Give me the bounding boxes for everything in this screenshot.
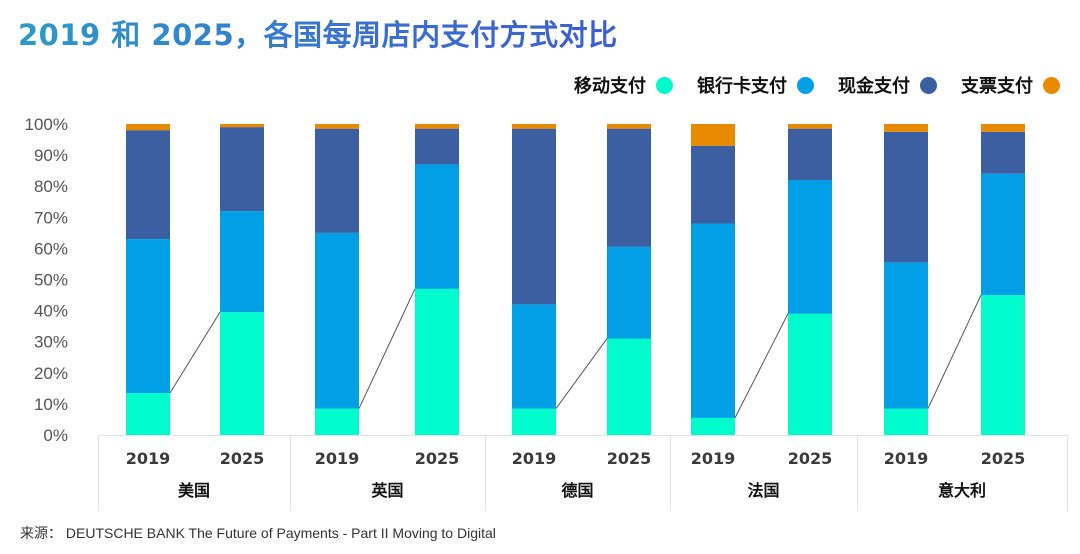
- x-group-label-country: 英国: [370, 481, 403, 500]
- connector-line: [555, 338, 608, 409]
- bar-segment-cheque: [220, 124, 264, 128]
- bar-segment-cheque: [884, 124, 928, 132]
- x-tick-label-year: 2019: [691, 449, 736, 468]
- x-tick-label-year: 2019: [315, 449, 360, 468]
- bar-segment-card: [691, 223, 735, 418]
- bar-segment-mobile: [884, 408, 928, 435]
- y-tick-label: 90%: [34, 146, 68, 165]
- y-tick-label: 10%: [34, 395, 68, 414]
- bar-segment-card: [512, 304, 556, 409]
- connector-line: [358, 288, 416, 409]
- x-group-label-country: 美国: [178, 481, 210, 500]
- bar-segment-cheque: [607, 124, 651, 129]
- legend-dot-cash-icon: [920, 76, 937, 94]
- bar-segment-card: [315, 232, 359, 409]
- bar-segment-card: [126, 239, 170, 394]
- bar-segment-card: [415, 164, 459, 289]
- bar-segment-cash: [415, 128, 459, 165]
- x-tick-label-year: 2019: [884, 449, 929, 468]
- y-tick-label: 100%: [25, 115, 68, 134]
- connector-line: [734, 313, 789, 419]
- bar-segment-cash: [512, 128, 556, 305]
- legend-item-mobile: 移动支付: [574, 72, 673, 98]
- bar-segment-card: [607, 246, 651, 339]
- bar-segment-cash: [220, 127, 264, 212]
- legend-label-mobile: 移动支付: [574, 76, 646, 97]
- legend-dot-cheque-icon: [1043, 76, 1060, 94]
- connector-line: [169, 311, 221, 394]
- y-tick-label: 30%: [34, 333, 68, 352]
- x-tick-label-year: 2025: [607, 449, 652, 468]
- bar-segment-mobile: [691, 417, 735, 435]
- x-tick-label-year: 2019: [126, 449, 171, 468]
- bar-segment-mobile: [220, 312, 264, 435]
- y-tick-label: 20%: [34, 364, 68, 383]
- x-group-label-country: 法国: [747, 481, 779, 500]
- chart-title: 2019 和 2025，各国每周店内支付方式对比: [18, 12, 618, 54]
- x-tick-label-year: 2025: [981, 449, 1026, 468]
- bar-segment-cash: [607, 128, 651, 247]
- bar-segment-cash: [315, 128, 359, 233]
- legend-item-cash: 现金支付: [838, 72, 937, 98]
- legend-label-cheque: 支票支付: [961, 76, 1033, 97]
- x-tick-label-year: 2019: [512, 449, 557, 468]
- bar-segment-cash: [126, 130, 170, 240]
- x-tick-label-year: 2025: [788, 449, 833, 468]
- bar-segment-cash: [691, 145, 735, 224]
- bar-segment-mobile: [981, 295, 1025, 435]
- bar-segment-card: [981, 173, 1025, 296]
- bar-segment-cheque: [126, 124, 170, 131]
- bar-segment-cheque: [512, 124, 556, 129]
- bar-segment-cash: [884, 131, 928, 263]
- x-group-label-country: 德国: [561, 481, 593, 500]
- y-tick-label: 60%: [34, 239, 68, 258]
- bar-segment-cheque: [981, 124, 1025, 132]
- bar-segment-mobile: [315, 408, 359, 435]
- legend-label-cash: 现金支付: [838, 76, 910, 97]
- bar-segment-card: [788, 179, 832, 314]
- y-tick-label: 80%: [34, 177, 68, 196]
- y-tick-label: 40%: [34, 302, 68, 321]
- bar-segment-cheque: [315, 124, 359, 129]
- connector-line: [927, 294, 982, 409]
- legend-label-card: 银行卡支付: [697, 76, 787, 97]
- y-tick-label: 0%: [43, 426, 68, 445]
- bar-segment-mobile: [788, 313, 832, 435]
- bar-segment-cheque: [415, 124, 459, 129]
- y-tick-label: 70%: [34, 208, 68, 227]
- x-tick-label-year: 2025: [220, 449, 265, 468]
- legend-dot-mobile-icon: [656, 76, 673, 94]
- y-tick-label: 50%: [34, 271, 68, 290]
- bar-segment-cash: [788, 128, 832, 180]
- bar-segment-card: [884, 262, 928, 409]
- source-note: 来源： DEUTSCHE BANK The Future of Payments…: [20, 525, 496, 541]
- bar-segment-mobile: [607, 338, 651, 435]
- bar-segment-mobile: [512, 408, 556, 435]
- bar-segment-cash: [981, 131, 1025, 174]
- bar-segment-mobile: [126, 393, 170, 435]
- legend-item-cheque: 支票支付: [961, 72, 1060, 98]
- bar-segment-cheque: [788, 124, 832, 129]
- bar-segment-cheque: [691, 124, 735, 146]
- legend-item-card: 银行卡支付: [697, 72, 814, 98]
- bar-segment-mobile: [415, 288, 459, 435]
- bar-segment-card: [220, 211, 264, 313]
- legend-dot-card-icon: [797, 76, 814, 94]
- x-group-label-country: 意大利: [938, 481, 986, 500]
- legend: 移动支付 银行卡支付 现金支付 支票支付: [550, 72, 1060, 98]
- x-tick-label-year: 2025: [415, 449, 460, 468]
